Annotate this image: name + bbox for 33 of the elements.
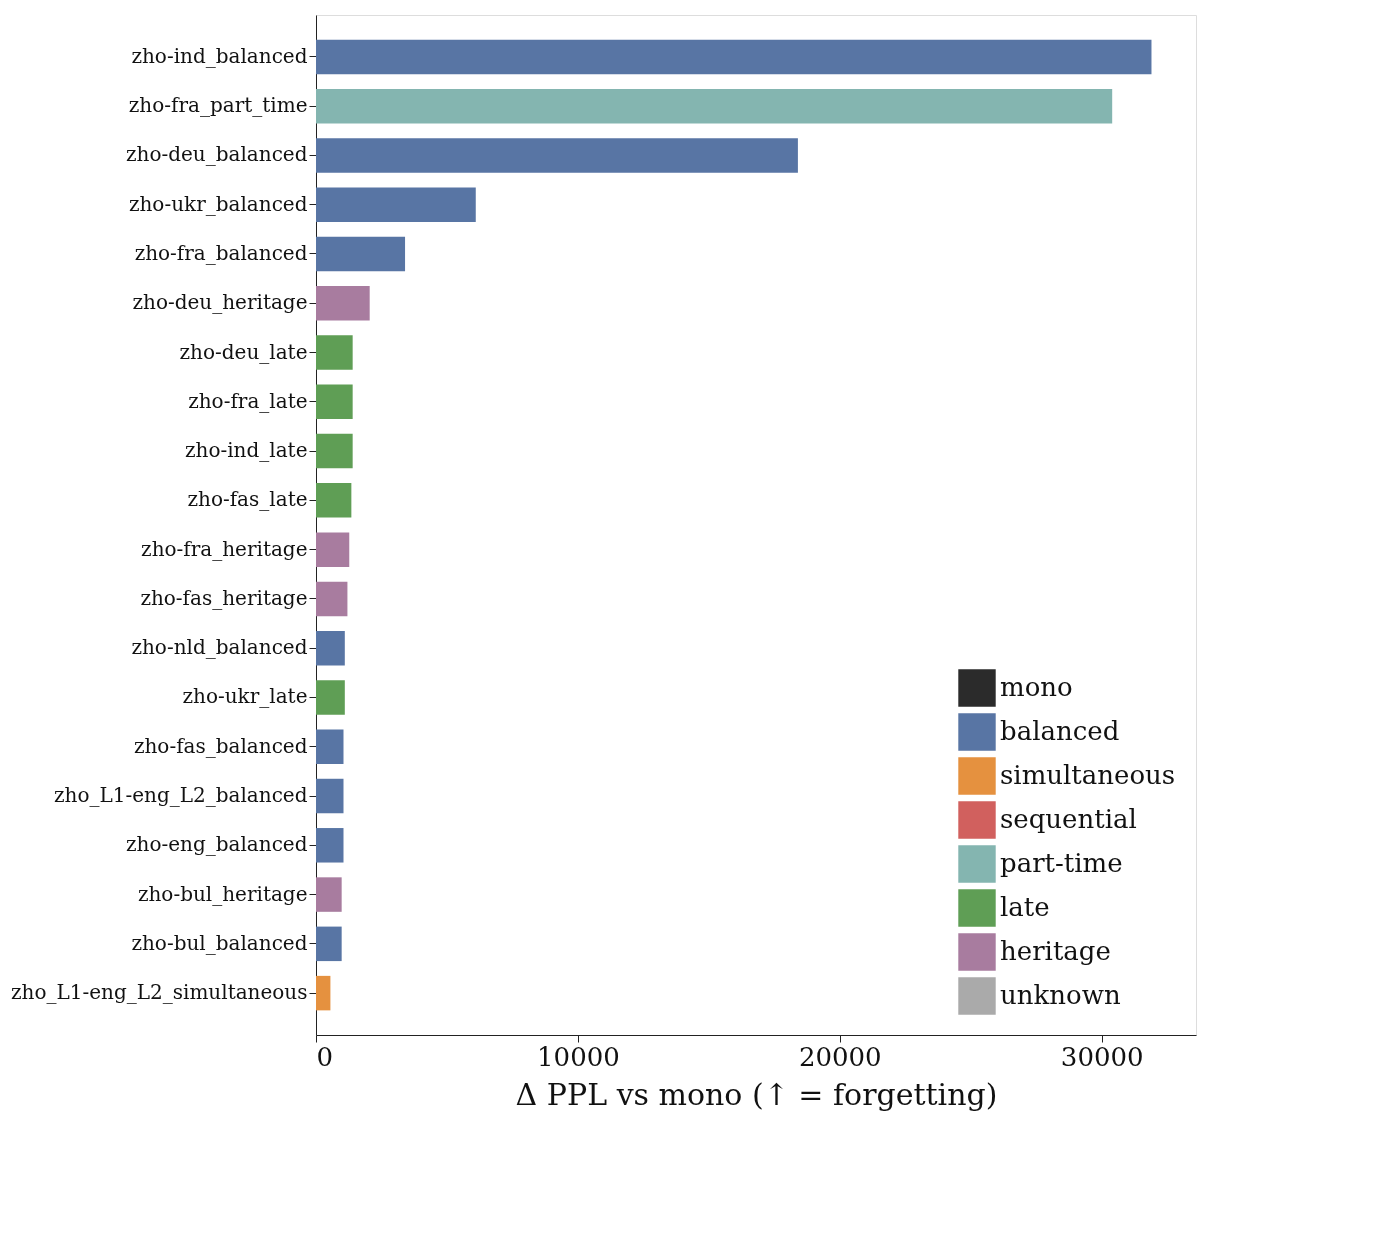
legend-label: balanced	[1000, 716, 1120, 746]
y-tick-label: zho-ukr_late	[182, 684, 308, 709]
y-tick-label: zho-bul_heritage	[137, 881, 308, 906]
y-tick-label: zho-fra_heritage	[141, 536, 308, 561]
y-tick-label: zho-fas_balanced	[133, 733, 308, 758]
x-tick-label: 20000	[798, 1041, 882, 1072]
legend-label: sequential	[1000, 804, 1137, 834]
y-tick-label: zho-ind_balanced	[131, 43, 308, 68]
legend-label: late	[1000, 892, 1050, 922]
x-axis-title: Δ PPL vs mono (↑ = forgetting)	[515, 1076, 998, 1112]
y-tick-label: zho-fas_heritage	[140, 585, 308, 610]
x-tick-label: 10000	[537, 1041, 620, 1072]
y-tick-label: zho-deu_heritage	[132, 290, 308, 315]
y-tick-label: zho_L1-eng_L2_simultaneous	[10, 980, 308, 1005]
x-tick-label: 0	[316, 1041, 334, 1072]
x-tick-label: 30000	[1060, 1041, 1144, 1072]
legend-label: unknown	[1000, 980, 1121, 1010]
y-tick-label: zho-nld_balanced	[131, 635, 308, 660]
legend-label: part-time	[1000, 848, 1123, 878]
y-tick-label: zho-fra_balanced	[134, 240, 308, 265]
y-tick-label: zho_L1-eng_L2_balanced	[53, 783, 308, 808]
y-tick-label: zho-ind_late	[185, 438, 308, 463]
y-tick-label: zho-fra_late	[188, 388, 308, 413]
y-tick-label: zho-fas_late	[187, 487, 308, 512]
legend-label: heritage	[1000, 936, 1111, 966]
legend-label: simultaneous	[1000, 760, 1176, 790]
y-tick-label: zho-deu_balanced	[125, 142, 308, 167]
y-tick-label: zho-ukr_balanced	[128, 191, 308, 216]
y-tick-label: zho-fra_part_time	[128, 93, 308, 118]
y-tick-label: zho-eng_balanced	[125, 832, 308, 857]
y-tick-label: zho-deu_late	[179, 339, 308, 364]
legend-label: mono	[1000, 672, 1073, 702]
y-tick-label: zho-bul_balanced	[131, 930, 308, 955]
